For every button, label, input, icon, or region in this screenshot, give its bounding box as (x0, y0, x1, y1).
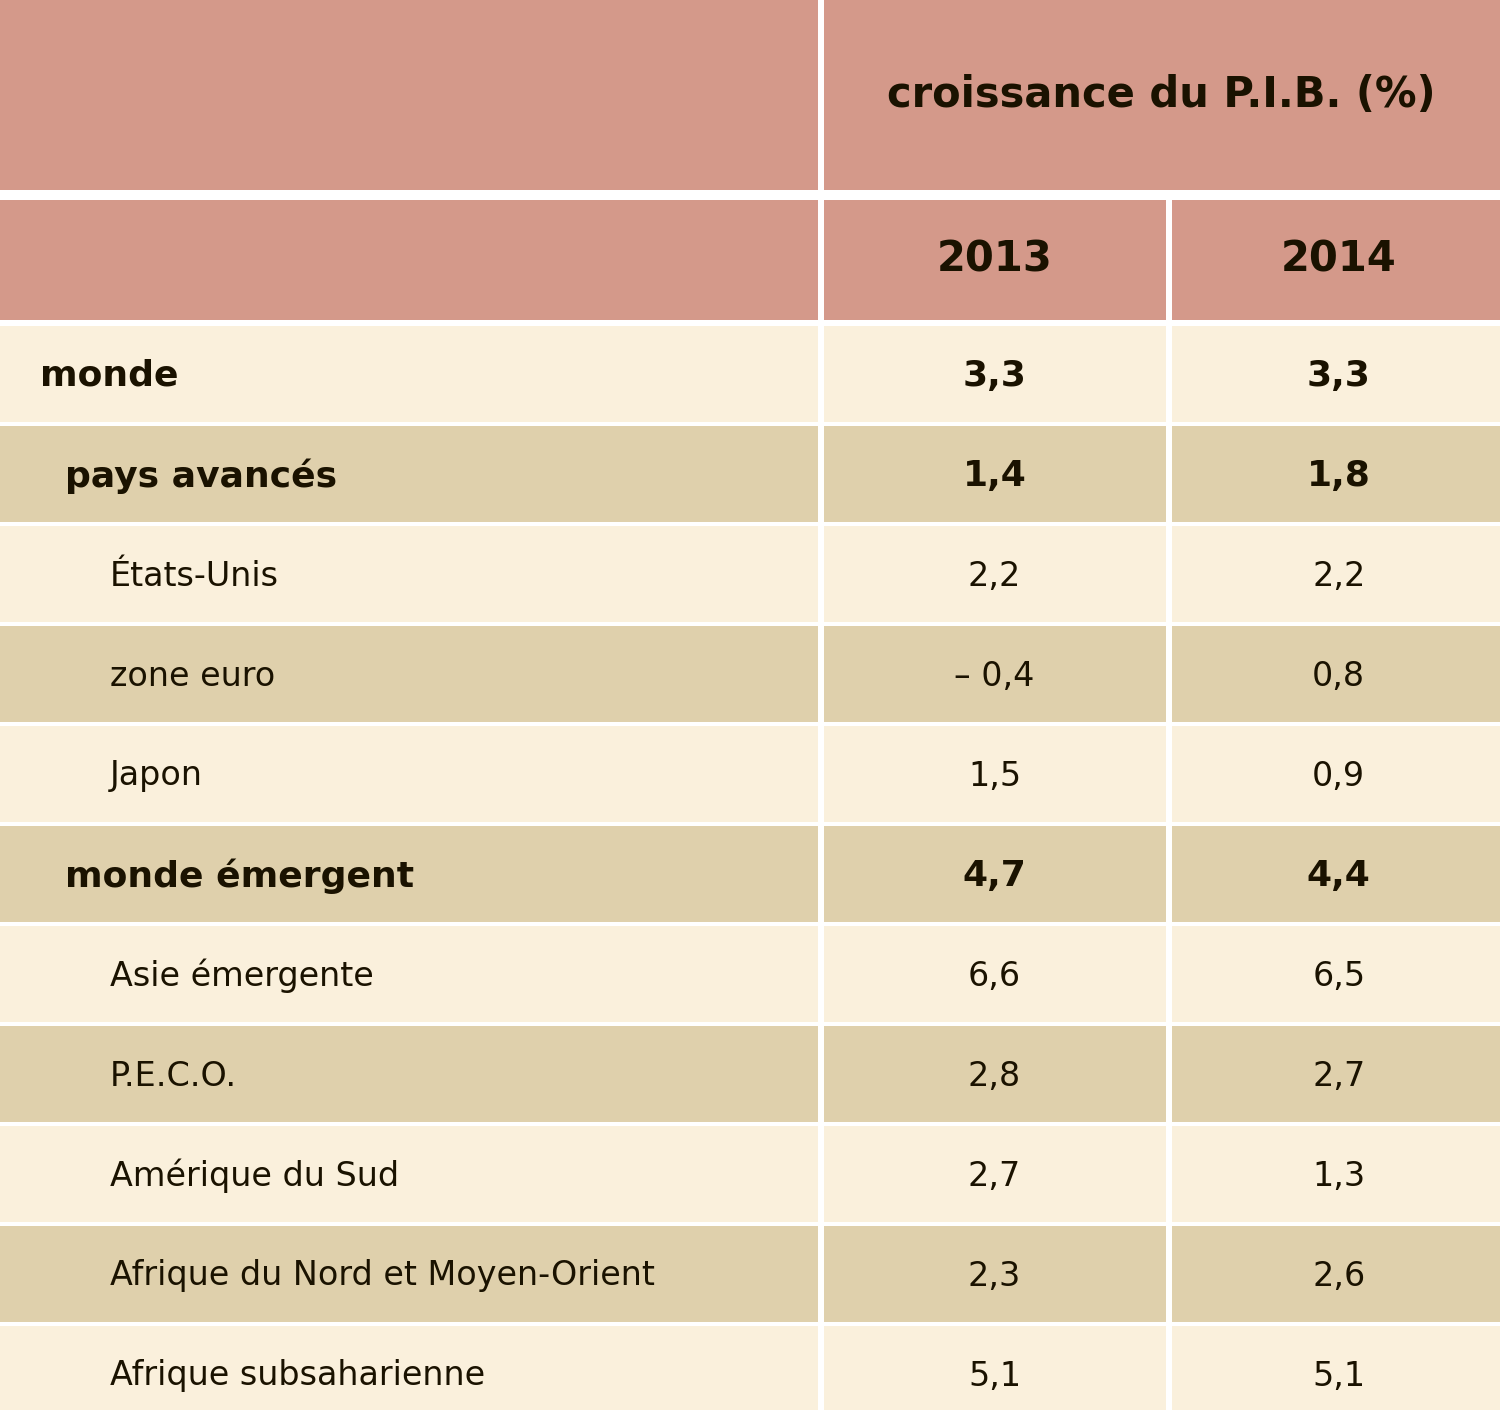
Bar (818, 1026, 824, 1127)
Bar (0, 726, 1500, 826)
Text: croissance du P.I.B. (%): croissance du P.I.B. (%) (888, 73, 1436, 116)
Text: 0,8: 0,8 (1312, 660, 1365, 692)
Text: Afrique du Nord et Moyen-Orient: Afrique du Nord et Moyen-Orient (110, 1259, 656, 1293)
Bar (0, 822, 1500, 826)
Bar (0, 1122, 1500, 1127)
Text: zone euro: zone euro (110, 660, 276, 692)
Bar (0, 1127, 1500, 1227)
Bar (818, 0, 824, 190)
Bar (0, 722, 1500, 726)
Text: 2,7: 2,7 (1312, 1059, 1365, 1093)
Bar (818, 1127, 824, 1227)
Text: 0,9: 0,9 (1312, 760, 1365, 792)
Bar (0, 320, 1500, 326)
Bar (818, 426, 824, 526)
Bar (0, 922, 1500, 926)
Text: États-Unis: États-Unis (110, 560, 279, 592)
Text: monde émergent: monde émergent (64, 859, 414, 894)
Bar (0, 1325, 1500, 1410)
Bar (1166, 200, 1172, 320)
Bar (0, 426, 1500, 526)
Bar (1166, 1325, 1172, 1410)
Text: 3,3: 3,3 (1306, 360, 1371, 393)
Text: 6,5: 6,5 (1312, 959, 1365, 993)
Text: monde: monde (40, 360, 178, 393)
Text: 2013: 2013 (936, 240, 1053, 281)
Bar (1166, 326, 1172, 426)
Bar (818, 526, 824, 626)
Bar (818, 326, 824, 426)
Bar (1166, 1227, 1172, 1325)
Bar (0, 1222, 1500, 1227)
Bar (0, 626, 1500, 726)
Text: 4,4: 4,4 (1306, 859, 1371, 893)
Bar (0, 522, 1500, 526)
Text: 2,3: 2,3 (968, 1259, 1022, 1293)
Bar (1166, 926, 1172, 1026)
Text: 2,2: 2,2 (1312, 560, 1365, 592)
Text: 1,8: 1,8 (1306, 460, 1371, 494)
Bar (0, 200, 818, 320)
Bar (1166, 626, 1172, 726)
Bar (0, 926, 1500, 1026)
Bar (0, 1026, 1500, 1127)
Bar (1166, 1026, 1172, 1127)
Text: 1,5: 1,5 (968, 760, 1022, 792)
Text: 4,7: 4,7 (963, 859, 1026, 893)
Text: Asie émergente: Asie émergente (110, 959, 374, 993)
Text: 2,7: 2,7 (968, 1159, 1022, 1193)
Bar (0, 1227, 1500, 1325)
Bar (0, 326, 1500, 426)
Text: pays avancés: pays avancés (64, 458, 338, 493)
Text: P.E.C.O.: P.E.C.O. (110, 1059, 237, 1093)
Bar (0, 1321, 1500, 1325)
Bar (1166, 1127, 1172, 1227)
Bar (824, 200, 1166, 320)
Text: 2,6: 2,6 (1312, 1259, 1365, 1293)
Text: 6,6: 6,6 (968, 959, 1022, 993)
Bar (1166, 826, 1172, 926)
Text: 2014: 2014 (1281, 240, 1396, 281)
Text: 5,1: 5,1 (1312, 1359, 1365, 1393)
Text: 5,1: 5,1 (968, 1359, 1022, 1393)
Text: Amérique du Sud: Amérique du Sud (110, 1159, 399, 1193)
Bar (0, 422, 1500, 426)
Bar (818, 726, 824, 826)
Text: 2,8: 2,8 (968, 1059, 1022, 1093)
Bar (818, 200, 824, 320)
Bar (0, 622, 1500, 626)
Bar (818, 1325, 824, 1410)
Bar (818, 826, 824, 926)
Text: 1,4: 1,4 (963, 460, 1026, 494)
Bar (0, 526, 1500, 626)
Bar (0, 0, 1500, 190)
Text: 2,2: 2,2 (968, 560, 1022, 592)
Bar (0, 826, 1500, 926)
Bar (818, 926, 824, 1026)
Text: Japon: Japon (110, 760, 202, 792)
Text: Afrique subsaharienne: Afrique subsaharienne (110, 1359, 484, 1393)
Text: 1,3: 1,3 (1312, 1159, 1365, 1193)
Bar (0, 190, 1500, 200)
Bar (1166, 526, 1172, 626)
Text: – 0,4: – 0,4 (954, 660, 1035, 692)
Bar (1166, 726, 1172, 826)
Bar (818, 1227, 824, 1325)
Bar (1166, 426, 1172, 526)
Bar (1172, 200, 1500, 320)
Bar (818, 626, 824, 726)
Text: 3,3: 3,3 (963, 360, 1026, 393)
Bar (0, 1022, 1500, 1026)
